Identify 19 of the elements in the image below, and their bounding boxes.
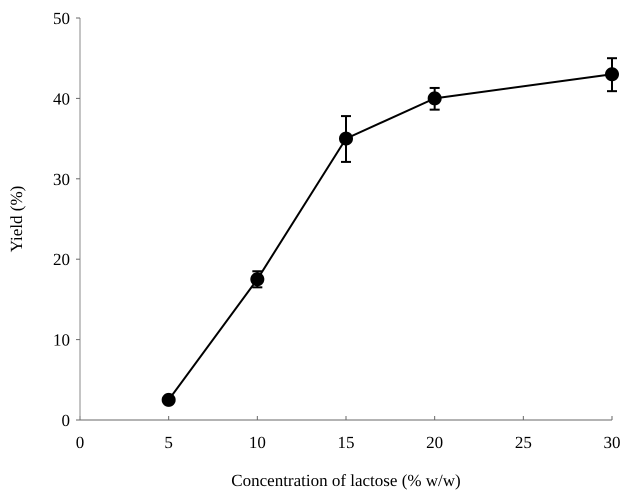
y-tick-label: 0	[62, 410, 70, 430]
x-tick-label: 10	[248, 433, 266, 452]
y-axis-title: Yield (%)	[7, 186, 26, 252]
x-tick-label: 20	[426, 433, 444, 452]
x-tick-label: 5	[164, 433, 173, 452]
x-tick-label: 0	[76, 433, 84, 452]
point	[605, 67, 619, 82]
x-tick-label: 25	[514, 433, 532, 452]
y-tick-label: 40	[53, 89, 70, 108]
x-axis-title: Concentration of lactose (% w/w)	[231, 471, 461, 490]
y-tick-label: 30	[53, 170, 70, 189]
y-tick-label: 50	[53, 8, 70, 28]
x-tick-label: 30	[604, 433, 620, 452]
point	[339, 132, 353, 146]
x-tick-label: 15	[338, 433, 354, 452]
point	[428, 91, 442, 106]
y-tick-label: 20	[53, 250, 70, 270]
y-tick-label: 10	[53, 330, 70, 350]
point	[162, 392, 176, 407]
